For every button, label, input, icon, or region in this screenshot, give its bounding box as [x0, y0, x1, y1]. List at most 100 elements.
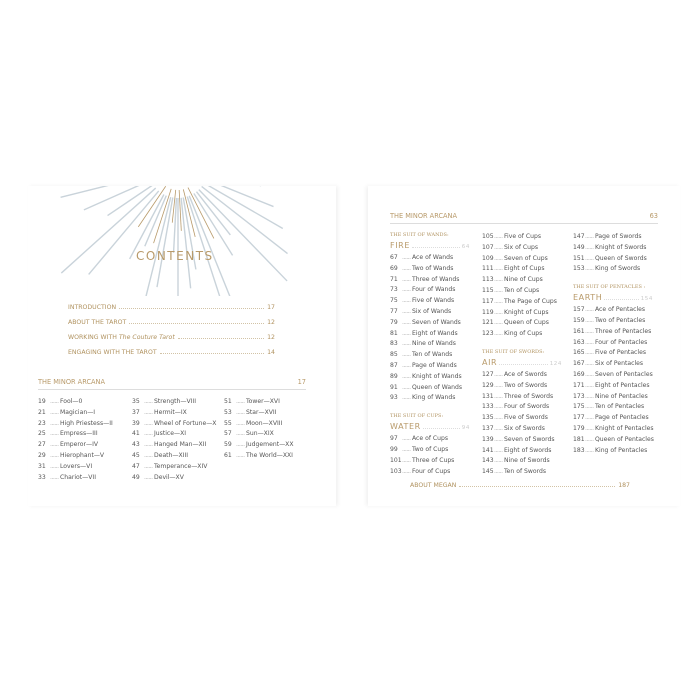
suit-heading[interactable]: THE SUIT OF WANDS: FIRE 64	[390, 231, 470, 253]
toc-entry[interactable]: 71...... Three of Wands	[390, 275, 470, 286]
toc-entry[interactable]: 41...... Justice—XI	[132, 429, 216, 440]
toc-entry[interactable]: 121...... Queen of Cups	[482, 318, 562, 329]
toc-entry[interactable]: 83...... Nine of Wands	[390, 339, 470, 350]
toc-entry[interactable]: 49...... Devil—XV	[132, 473, 216, 484]
toc-entry[interactable]: 139...... Seven of Swords	[482, 435, 562, 446]
toc-entry[interactable]: 29...... Hierophant—V	[38, 451, 113, 462]
toc-entry[interactable]: 169...... Seven of Pentacles	[573, 370, 654, 381]
toc-entry[interactable]: 177...... Page of Pentacles	[573, 413, 654, 424]
toc-entry[interactable]: 67...... Ace of Wands	[390, 253, 470, 264]
toc-entry[interactable]: 133...... Four of Swords	[482, 402, 562, 413]
leader-dots: ......	[402, 351, 411, 359]
entry-page: 169	[573, 370, 585, 378]
toc-entry[interactable]: 183...... King of Pentacles	[573, 446, 654, 457]
minor-section-header[interactable]: THE MINOR ARCANA 63	[390, 212, 658, 224]
toc-entry[interactable]: 113...... Nine of Cups	[482, 275, 562, 286]
suit-heading[interactable]: THE SUIT OF CUPS: WATER 94	[390, 412, 470, 434]
toc-entry[interactable]: 37...... Hermit—IX	[132, 408, 216, 419]
toc-entry[interactable]: 53...... Star—XVII	[224, 408, 294, 419]
toc-entry[interactable]: 101...... Three of Cups	[390, 456, 470, 467]
toc-entry[interactable]: 87...... Page of Wands	[390, 361, 470, 372]
entry-name: Six of Cups	[504, 243, 539, 251]
toc-entry[interactable]: 51...... Tower—XVI	[224, 397, 294, 408]
toc-item[interactable]: INTRODUCTION 17	[68, 304, 275, 319]
toc-entry[interactable]: 165...... Five of Pentacles	[573, 348, 654, 359]
toc-entry[interactable]: 69...... Two of Wands	[390, 264, 470, 275]
toc-entry[interactable]: 99...... Two of Cups	[390, 445, 470, 456]
toc-entry[interactable]: 59...... Judgement—XX	[224, 440, 294, 451]
toc-entry[interactable]: 55...... Moon—XVIII	[224, 419, 294, 430]
suit-heading[interactable]: THE SUIT OF SWORDS: AIR 124	[482, 348, 562, 370]
toc-entry[interactable]: 77...... Six of Wands	[390, 307, 470, 318]
toc-entry[interactable]: 119...... Knight of Cups	[482, 308, 562, 319]
toc-entry[interactable]: 129...... Two of Swords	[482, 381, 562, 392]
toc-entry[interactable]: 145...... Ten of Swords	[482, 467, 562, 478]
toc-entry[interactable]: 43...... Hanged Man—XII	[132, 440, 216, 451]
toc-entry[interactable]: 47...... Temperance—XIV	[132, 462, 216, 473]
toc-entry[interactable]: 127...... Ace of Swords	[482, 370, 562, 381]
entry-name: Four of Wands	[412, 286, 456, 294]
toc-entry[interactable]: 31...... Lovers—VI	[38, 462, 113, 473]
toc-entry[interactable]: 179...... Knight of Pentacles	[573, 424, 654, 435]
toc-entry[interactable]: 161...... Three of Pentacles	[573, 327, 654, 338]
toc-entry[interactable]: 39...... Wheel of Fortune—X	[132, 419, 216, 430]
toc-entry[interactable]: 91...... Queen of Wands	[390, 383, 470, 394]
toc-entry[interactable]: 109...... Seven of Cups	[482, 254, 562, 265]
toc-entry[interactable]: 149...... Knight of Swords	[573, 243, 654, 254]
toc-entry[interactable]: 115...... Ten of Cups	[482, 286, 562, 297]
toc-entry[interactable]: 19...... Fool—0	[38, 397, 113, 408]
toc-entry[interactable]: 21...... Magician—I	[38, 408, 113, 419]
toc-entry[interactable]: 27...... Emperor—IV	[38, 440, 113, 451]
toc-entry[interactable]: 159...... Two of Pentacles	[573, 316, 654, 327]
toc-entry[interactable]: 143...... Nine of Swords	[482, 456, 562, 467]
toc-entry[interactable]: 131...... Three of Swords	[482, 392, 562, 403]
toc-about-megan[interactable]: ABOUT MEGAN 187	[410, 482, 630, 497]
toc-entry[interactable]: 163...... Four of Pentacles	[573, 338, 654, 349]
toc-entry[interactable]: 33...... Chariot—VII	[38, 473, 113, 484]
leader-dots: ......	[494, 381, 503, 389]
entry-name: Ace of Wands	[412, 254, 454, 261]
toc-entry[interactable]: 111...... Eight of Cups	[482, 264, 562, 275]
toc-entry[interactable]: 171...... Eight of Pentacles	[573, 381, 654, 392]
toc-entry[interactable]: 97...... Ace of Cups	[390, 434, 470, 445]
sunburst-ray	[198, 189, 288, 282]
toc-entry[interactable]: 137...... Six of Swords	[482, 424, 562, 435]
toc-entry[interactable]: 153...... King of Swords	[573, 264, 654, 275]
toc-entry[interactable]: 89...... Knight of Wands	[390, 372, 470, 383]
toc-entry[interactable]: 117...... The Page of Cups	[482, 297, 562, 308]
toc-entry[interactable]: 73...... Four of Wands	[390, 285, 470, 296]
entry-page: 79	[390, 318, 398, 326]
entry-name: Six of Pentacles	[595, 360, 644, 368]
entry-name: Page of Wands	[412, 361, 457, 369]
toc-entry[interactable]: 181...... Queen of Pentacles	[573, 435, 654, 446]
toc-item[interactable]: ABOUT THE TAROT 12	[68, 319, 275, 334]
toc-entry[interactable]: 157...... Ace of Pentacles	[573, 305, 654, 316]
major-section-header[interactable]: THE MINOR ARCANA 17	[38, 378, 306, 390]
leader-dots: ......	[402, 383, 411, 391]
toc-entry[interactable]: 141...... Eight of Swords	[482, 446, 562, 457]
toc-entry[interactable]: 79...... Seven of Wands	[390, 318, 470, 329]
toc-entry[interactable]: 173...... Nine of Pentacles	[573, 392, 654, 403]
toc-entry[interactable]: 81...... Eight of Wands	[390, 329, 470, 340]
toc-entry[interactable]: 85...... Ten of Wands	[390, 350, 470, 361]
toc-entry[interactable]: 107...... Six of Cups	[482, 243, 562, 254]
toc-entry[interactable]: 61...... The World—XXI	[224, 451, 294, 462]
toc-item[interactable]: ENGAGING WITH THE TAROT 14	[68, 349, 275, 364]
toc-entry[interactable]: 75...... Five of Wands	[390, 296, 470, 307]
toc-entry[interactable]: 57...... Sun—XIX	[224, 429, 294, 440]
toc-entry[interactable]: 151...... Queen of Swords	[573, 254, 654, 265]
toc-entry[interactable]: 45...... Death—XIII	[132, 451, 216, 462]
toc-entry[interactable]: 25...... Empress—III	[38, 429, 113, 440]
toc-entry[interactable]: 105...... Five of Cups	[482, 232, 562, 243]
toc-entry[interactable]: 123...... King of Cups	[482, 329, 562, 340]
toc-entry[interactable]: 167...... Six of Pentacles	[573, 359, 654, 370]
toc-entry[interactable]: 103...... Four of Cups	[390, 467, 470, 478]
toc-entry[interactable]: 93...... King of Wands	[390, 393, 470, 404]
toc-entry[interactable]: 23...... High Priestess—II	[38, 419, 113, 430]
toc-item[interactable]: WORKING WITH The Couture Tarot 12	[68, 334, 275, 349]
suit-heading[interactable]: THE SUIT OF PENTACLES : EARTH 154	[573, 283, 654, 305]
toc-entry[interactable]: 35...... Strength—VIII	[132, 397, 216, 408]
toc-entry[interactable]: 175...... Ten of Pentacles	[573, 402, 654, 413]
toc-entry[interactable]: 147...... Page of Swords	[573, 232, 654, 243]
toc-entry[interactable]: 135...... Five of Swords	[482, 413, 562, 424]
